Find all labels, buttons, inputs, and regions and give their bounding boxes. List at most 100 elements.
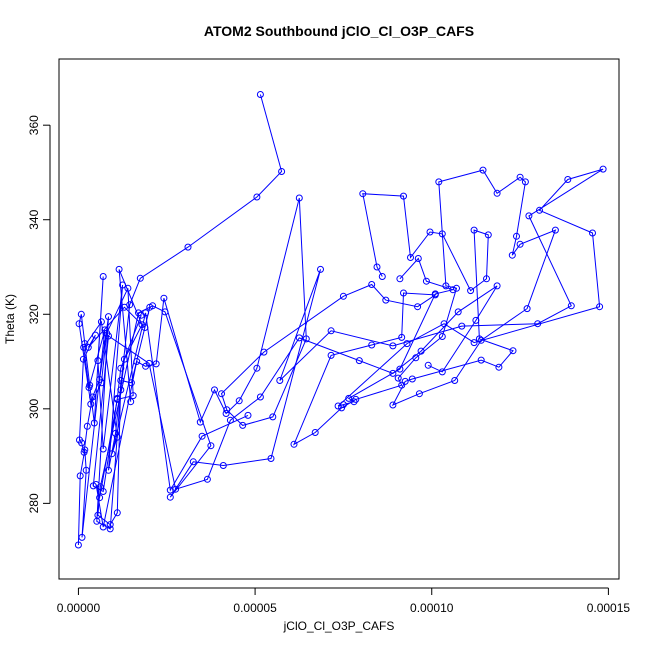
- data-point: [435, 178, 443, 186]
- y-tick-label: 340: [27, 209, 41, 229]
- data-point: [161, 308, 169, 316]
- data-point: [438, 368, 446, 376]
- data-point: [256, 91, 264, 98]
- data-point: [82, 466, 90, 474]
- data-point: [81, 446, 89, 454]
- x-tick-label: 0.00000: [57, 601, 101, 615]
- data-point: [475, 335, 483, 343]
- data-point: [422, 277, 430, 285]
- data-point: [394, 374, 402, 382]
- data-point: [127, 379, 135, 387]
- data-point: [339, 292, 347, 300]
- y-axis-label: Theta (K): [3, 294, 17, 344]
- data-point: [521, 178, 529, 186]
- data-point: [89, 482, 97, 490]
- data-point: [453, 284, 460, 292]
- data-point: [117, 364, 125, 372]
- data-point: [97, 318, 105, 326]
- data-point: [74, 541, 82, 549]
- data-point: [382, 296, 390, 304]
- data-point: [113, 394, 121, 402]
- data-point: [223, 406, 231, 414]
- data-point: [76, 472, 84, 480]
- data-point: [105, 313, 112, 321]
- data-point: [567, 302, 575, 310]
- data-point: [368, 341, 376, 349]
- series-group: [89, 282, 501, 495]
- data-point: [269, 413, 277, 421]
- data-point: [94, 511, 102, 519]
- series-line: [92, 285, 498, 493]
- data-point: [523, 305, 531, 313]
- data-point: [117, 377, 125, 384]
- data-point: [79, 355, 87, 363]
- data-point: [106, 525, 114, 533]
- data-point: [290, 440, 298, 448]
- data-point: [172, 485, 180, 493]
- data-point: [78, 533, 86, 541]
- data-point: [424, 361, 432, 369]
- data-point: [311, 429, 319, 436]
- x-tick-label: 0.00005: [233, 601, 277, 615]
- data-point: [120, 355, 128, 363]
- y-tick-label: 300: [27, 398, 41, 418]
- data-point: [398, 333, 406, 341]
- data-point: [414, 255, 422, 262]
- data-point: [449, 286, 457, 294]
- data-point: [211, 386, 218, 394]
- data-point: [76, 436, 83, 444]
- data-point: [401, 377, 409, 385]
- y-tick-label: 360: [27, 115, 41, 135]
- data-point: [493, 189, 501, 197]
- data-point: [396, 365, 404, 373]
- data-point: [398, 381, 406, 389]
- data-point: [408, 375, 416, 383]
- plot-frame: [58, 58, 620, 580]
- x-axis: 0.00000 0.00005 0.00010 0.00015: [57, 587, 630, 615]
- data-point: [327, 327, 335, 335]
- data-point: [508, 251, 516, 259]
- data-point: [149, 302, 157, 310]
- data-point: [467, 287, 475, 295]
- data-point: [108, 450, 116, 458]
- data-point: [470, 226, 478, 234]
- data-point: [472, 316, 480, 324]
- data-point: [166, 493, 174, 501]
- data-point: [260, 348, 268, 356]
- data-point: [113, 509, 121, 517]
- data-point: [400, 192, 407, 200]
- data-point: [470, 339, 478, 347]
- data-point: [94, 357, 102, 365]
- data-point: [295, 334, 303, 342]
- data-point: [426, 228, 434, 236]
- data-point: [479, 166, 487, 174]
- series-group: [76, 165, 607, 533]
- data-point: [244, 411, 252, 419]
- data-point: [145, 359, 153, 367]
- data-point: [166, 486, 174, 494]
- data-point: [483, 275, 490, 283]
- data-point: [219, 462, 227, 469]
- data-point: [84, 343, 92, 351]
- data-point: [495, 363, 503, 371]
- data-point: [80, 343, 88, 351]
- data-point: [551, 226, 559, 234]
- data-point: [350, 398, 358, 406]
- data-point: [198, 432, 206, 440]
- data-point: [513, 232, 520, 240]
- data-point: [207, 442, 215, 450]
- data-point: [599, 165, 607, 173]
- data-point: [113, 433, 121, 441]
- data-point: [451, 377, 459, 384]
- data-point: [184, 243, 192, 251]
- series-group: [74, 309, 252, 549]
- data-point: [417, 347, 425, 355]
- data-point: [77, 310, 85, 318]
- data-point: [327, 351, 335, 359]
- data-point: [339, 401, 347, 409]
- data-point: [414, 303, 422, 311]
- data-point: [359, 190, 367, 198]
- data-point: [85, 384, 93, 391]
- data-point: [458, 322, 466, 330]
